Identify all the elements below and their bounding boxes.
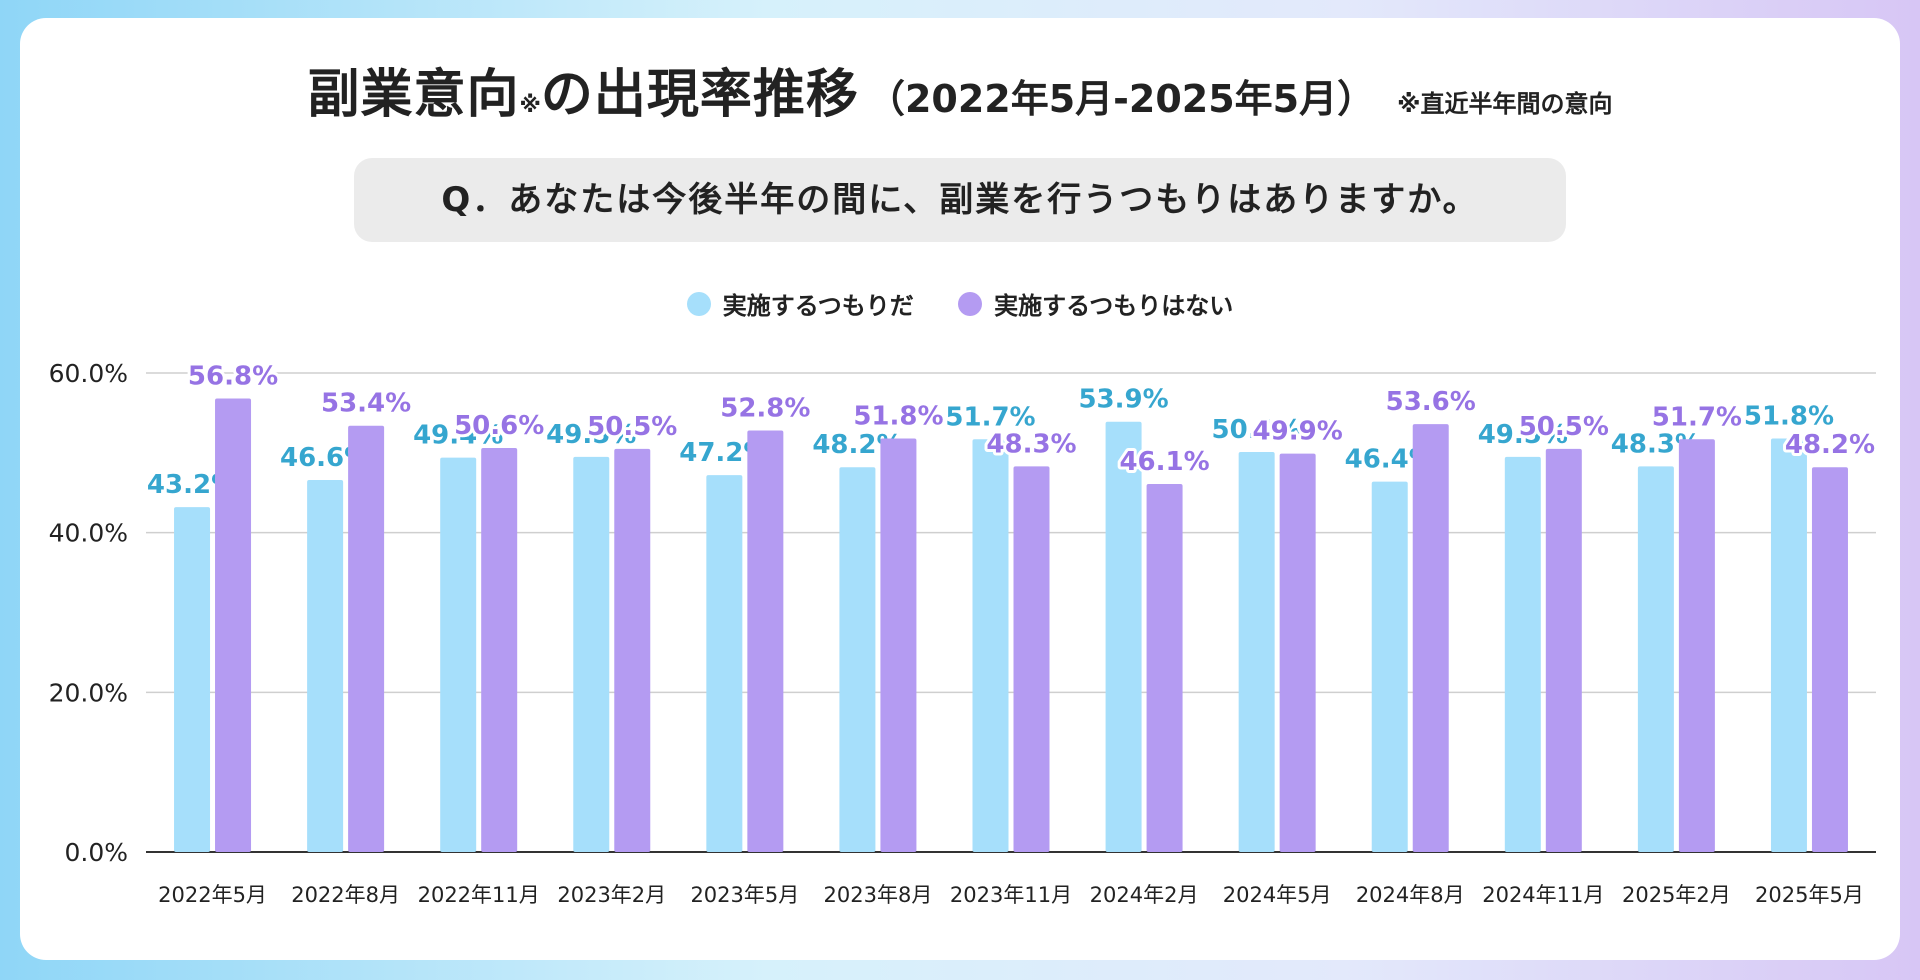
y-tick-label: 20.0% — [49, 678, 128, 707]
legend-swatch-no — [958, 291, 983, 316]
bar-no — [1545, 448, 1582, 852]
bar-yes — [706, 475, 743, 852]
bar-no — [1678, 439, 1715, 852]
bar-yes — [1637, 466, 1674, 852]
chart-title: 副業意向※の出現率推移 （2022年5月-2025年5月） ※直近半年間の意向 — [0, 52, 1920, 127]
data-label-no: 53.6% — [1386, 387, 1476, 417]
legend-item-no: 実施するつもりはない — [958, 286, 1233, 321]
data-label-yes: 50.1% — [1212, 415, 1302, 445]
y-tick-label: 0.0% — [64, 838, 128, 867]
legend-label-no: 実施するつもりはない — [994, 292, 1234, 320]
x-tick-label: 2025年5月 — [1755, 883, 1864, 907]
x-tick-label: 2024年11月 — [1482, 883, 1604, 907]
bar-no — [348, 425, 385, 852]
data-label-no: 52.8% — [720, 393, 810, 423]
data-label-no: 50.5% — [587, 412, 677, 442]
x-tick-label: 2023年5月 — [690, 883, 799, 907]
y-tick-label: 40.0% — [49, 519, 128, 548]
legend-label-yes: 実施するつもりだ — [722, 292, 914, 320]
data-label-no: 53.4% — [321, 389, 411, 419]
x-tick-label: 2024年2月 — [1090, 883, 1199, 907]
data-label-no: 50.6% — [454, 411, 544, 441]
bar-no — [1013, 466, 1050, 852]
bar-yes — [1770, 438, 1807, 852]
data-label-no: 51.7% — [1652, 402, 1742, 432]
bar-yes — [174, 507, 211, 852]
data-label-no: 49.9% — [1253, 417, 1343, 447]
x-tick-label: 2022年8月 — [291, 883, 400, 907]
data-label-yes: 49.4% — [413, 421, 503, 451]
bar-no — [1811, 467, 1848, 852]
chart-legend: 実施するつもりだ 実施するつもりはない — [0, 286, 1920, 321]
x-tick-label: 2022年5月 — [158, 883, 267, 907]
bar-yes — [307, 479, 344, 852]
x-tick-label: 2023年2月 — [557, 883, 666, 907]
data-label-yes: 51.7% — [945, 402, 1035, 432]
bar-no — [215, 398, 252, 852]
data-label-yes: 53.9% — [1078, 385, 1168, 415]
x-tick-label: 2025年2月 — [1622, 883, 1731, 907]
title-mark: ※ — [519, 93, 541, 118]
data-label-yes: 49.5% — [546, 420, 636, 450]
bar-yes — [1105, 421, 1142, 852]
data-label-no: 48.2% — [1785, 430, 1875, 460]
data-label-yes: 51.8% — [1744, 401, 1834, 431]
data-label-no: 48.3% — [986, 429, 1076, 459]
x-tick-label: 2024年5月 — [1223, 883, 1332, 907]
title-note: ※直近半年間の意向 — [1397, 90, 1613, 118]
bar-no — [1412, 424, 1449, 852]
bar-no — [481, 448, 518, 852]
legend-item-yes: 実施するつもりだ — [686, 286, 914, 321]
bar-yes — [1238, 452, 1275, 852]
bar-yes — [972, 439, 1009, 852]
bar-no — [614, 448, 651, 852]
y-tick-label: 60.0% — [49, 359, 128, 388]
bar-yes — [440, 457, 477, 852]
bar-yes — [1371, 481, 1408, 852]
bar-no — [880, 438, 917, 852]
legend-swatch-yes — [686, 291, 711, 316]
bar-no — [1146, 483, 1183, 852]
x-tick-label: 2022年11月 — [418, 883, 540, 907]
bar-yes — [573, 456, 610, 852]
title-main: 副業意向 — [307, 65, 520, 125]
bar-yes — [839, 467, 876, 852]
x-tick-label: 2023年8月 — [824, 883, 933, 907]
bar-no — [1279, 453, 1316, 852]
data-label-yes: 49.5% — [1478, 420, 1568, 450]
data-label-no: 46.1% — [1119, 447, 1209, 477]
title-main-2: の出現率推移 — [540, 65, 859, 125]
question-box: Q．あなたは今後半年の間に、副業を行うつもりはありますか。 — [354, 158, 1566, 242]
title-period: （2022年5月-2025年5月） — [866, 77, 1376, 121]
data-label-no: 51.8% — [853, 401, 943, 431]
x-tick-label: 2023年11月 — [950, 883, 1072, 907]
data-label-no: 56.8% — [188, 362, 278, 392]
data-label-no: 50.5% — [1519, 412, 1609, 442]
bar-yes — [1504, 456, 1541, 852]
x-tick-label: 2024年8月 — [1356, 883, 1465, 907]
bar-no — [747, 430, 784, 852]
